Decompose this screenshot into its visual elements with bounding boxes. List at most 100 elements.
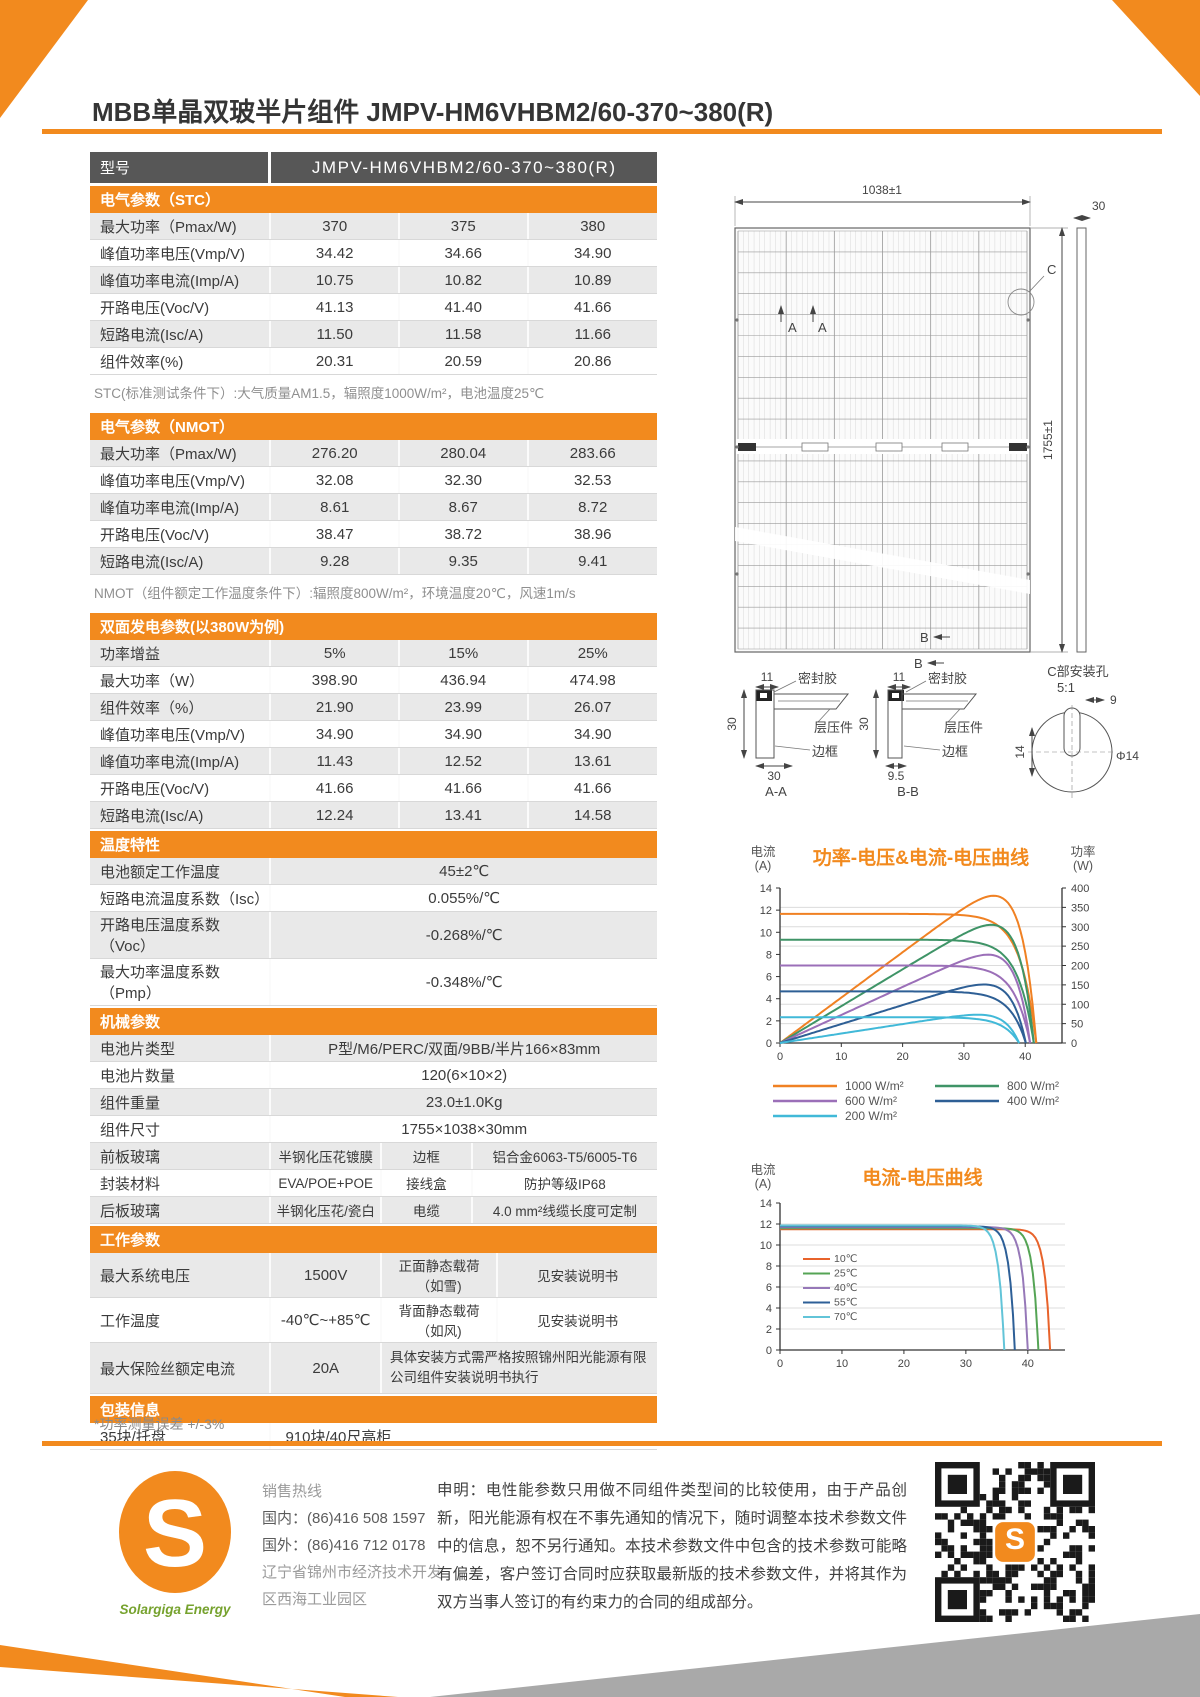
row-label: 开路电压(Voc/V) [90,294,272,320]
svg-text:350: 350 [1071,902,1089,914]
bb-top-dim: 11 [893,670,906,684]
table-row: 功率增益 5% 15% 25% [90,640,657,667]
row-value: 20A [271,1343,382,1393]
table-row: 峰值功率电流(Imp/A) 8.61 8.67 8.72 [90,494,657,521]
aa-left-dim: 30 [725,717,739,731]
row-value: 5% [271,640,400,666]
row-value: 4.0 mm²线缆长度可定制 [492,1204,637,1219]
row-value: 34.90 [400,721,529,747]
row-label: 最大功率（Pmax/W) [90,213,272,239]
svg-text:10: 10 [760,1240,772,1252]
row-label: 峰值功率电流(Imp/A) [90,748,272,774]
svg-text:6: 6 [766,972,772,984]
module-drawing: 1038±1 A A [725,183,1139,799]
table-row: 组件效率（%） 21.90 23.99 26.07 [90,694,657,721]
row-value: 120(6×10×2) [421,1066,508,1084]
row-value: 半钢化压花镀膜 [271,1143,382,1169]
row-label: 短路电流(Isc/A) [90,802,272,828]
logo-name: Solargiga Energy [119,1602,232,1617]
row-value: 11.50 [271,321,400,347]
table-row: 后板玻璃 半钢化压花/瓷白 电缆 4.0 mm²线缆长度可定制 [90,1197,657,1224]
row-value: 34.90 [271,721,400,747]
svg-text:14: 14 [760,883,772,895]
row-value: 接线盒 [382,1170,473,1196]
table-row: 最大功率（W） 398.90 436.94 474.98 [90,667,657,694]
svg-text:1000 W/m²: 1000 W/m² [845,1079,904,1093]
bb-bottom-dim: 9.5 [888,769,905,783]
svg-text:电流: 电流 [750,845,776,859]
table-row: 工作温度 -40℃~+85℃ 背面静态载荷（如风) 见安装说明书 [90,1298,657,1343]
row-value: EVA/POE+POE [271,1170,382,1196]
table-row: 短路电流(Isc/A) 11.50 11.58 11.66 [90,321,657,348]
model-label: 型号 [90,152,272,183]
svg-text:12: 12 [760,905,772,917]
row-value: 1755×1038×30mm [401,1120,528,1138]
row-label: 工作温度 [90,1298,272,1342]
row-label: 短路电流(Isc/A) [90,321,272,347]
row-label: 最大功率（Pmax/W) [90,440,272,466]
svg-text:400 W/m²: 400 W/m² [1007,1094,1059,1108]
row-value: 见安装说明书 [537,1269,619,1284]
svg-text:0: 0 [766,1345,772,1357]
svg-text:2: 2 [766,1324,772,1336]
module-front-view: 1038±1 A A [734,183,1106,671]
model-value: JMPV-HM6VHBM2/60-370~380(R) [271,152,657,183]
table-row: 短路电流温度系数（Isc） 0.055%/℃ [90,885,657,912]
row-label: 电池片数量 [90,1062,272,1088]
svg-text:20: 20 [896,1051,908,1063]
row-value: 21.90 [271,694,400,720]
row-value: P型/M6/PERC/双面/9BB/半片166×83mm [328,1040,601,1058]
table-footnote: NMOT（组件额定工作温度条件下）:辐照度800W/m²，环境温度20℃，风速1… [94,586,576,601]
section-header: 电气参数（STC） [90,186,657,213]
svg-text:2: 2 [766,1016,772,1028]
row-label: 最大保险丝额定电流 [90,1343,272,1393]
svg-text:55℃: 55℃ [834,1297,857,1309]
row-value: 电缆 [382,1197,473,1223]
pv-iv-curve-chart: 0 2 4 6 8 10 12 14 0 50 100 150 200 250 300 350 400 0 10 20… [750,844,1095,1123]
row-value: 11.58 [400,321,529,347]
row-label: 组件效率(%) [90,348,272,374]
table-row: 最大保险丝额定电流 20A 具体安装方式需严格按照锦州阳光能源有限公司组件安装说明书… [90,1343,657,1394]
row-value: 13.61 [573,752,612,770]
qr-code: S [935,1462,1095,1622]
frame-label: 边框 [812,744,838,759]
row-value: 9.28 [271,548,400,574]
table-row: 短路电流(Isc/A) 12.24 13.41 14.58 [90,802,657,829]
row-label: 后板玻璃 [90,1197,272,1223]
table-footnote: STC(标准测试条件下）:大气质量AM1.5，辐照度1000W/m²，电池温度2… [94,386,545,401]
row-value: 32.53 [573,471,612,489]
svg-text:400: 400 [1071,883,1089,895]
svg-text:(W): (W) [1073,859,1093,873]
row-value: -0.268%/℃ [425,927,503,944]
svg-text:10℃: 10℃ [834,1253,857,1265]
svg-text:100: 100 [1071,999,1089,1011]
power-tolerance-note: *功率测量误差 +/-3% [94,1416,225,1432]
table-row: 峰值功率电压(Vmp/V) 34.42 34.66 34.90 [90,240,657,267]
footer-rule [42,1441,1162,1446]
table-row: 开路电压温度系数（Voc） -0.268%/℃ [90,912,657,959]
hotline-international: 国外：(86)416 712 0178 [262,1537,426,1554]
row-value: -40℃~+85℃ [271,1298,382,1342]
svg-text:250: 250 [1071,941,1089,953]
row-label: 电池片类型 [90,1035,272,1061]
svg-text:200: 200 [1071,961,1089,973]
row-value: 12.52 [400,748,529,774]
svg-text:300: 300 [1071,922,1089,934]
row-value: 14.58 [573,806,612,824]
row-value: 具体安装方式需严格按照锦州阳光能源有限公司组件安装说明书执行 [390,1350,647,1385]
row-label: 峰值功率电压(Vmp/V) [90,467,272,493]
c-height-dim: 14 [1013,745,1027,759]
legal-statement: 申明：电性能参数只用做不同组件类型间的比较使用，由于产品创新，阳光能源有权在不事… [437,1482,907,1611]
bb-left-dim: 30 [857,717,871,731]
section-header: 温度特性 [90,831,657,858]
cross-section-bb: 11 30 9.5 B-B 密封胶 层压件 边框 [857,670,983,799]
row-value: 276.20 [271,440,400,466]
row-value: 41.13 [271,294,400,320]
row-value: 12.24 [271,802,400,828]
row-value: 375 [400,213,529,239]
svg-text:0: 0 [777,1358,783,1370]
contact-block: 销售热线 国内：(86)416 508 1597 国外：(86)416 712 … [262,1478,447,1613]
row-value: 283.66 [569,444,616,462]
table-row: 峰值功率电流(Imp/A) 11.43 12.52 13.61 [90,748,657,775]
row-value: 10.82 [400,267,529,293]
